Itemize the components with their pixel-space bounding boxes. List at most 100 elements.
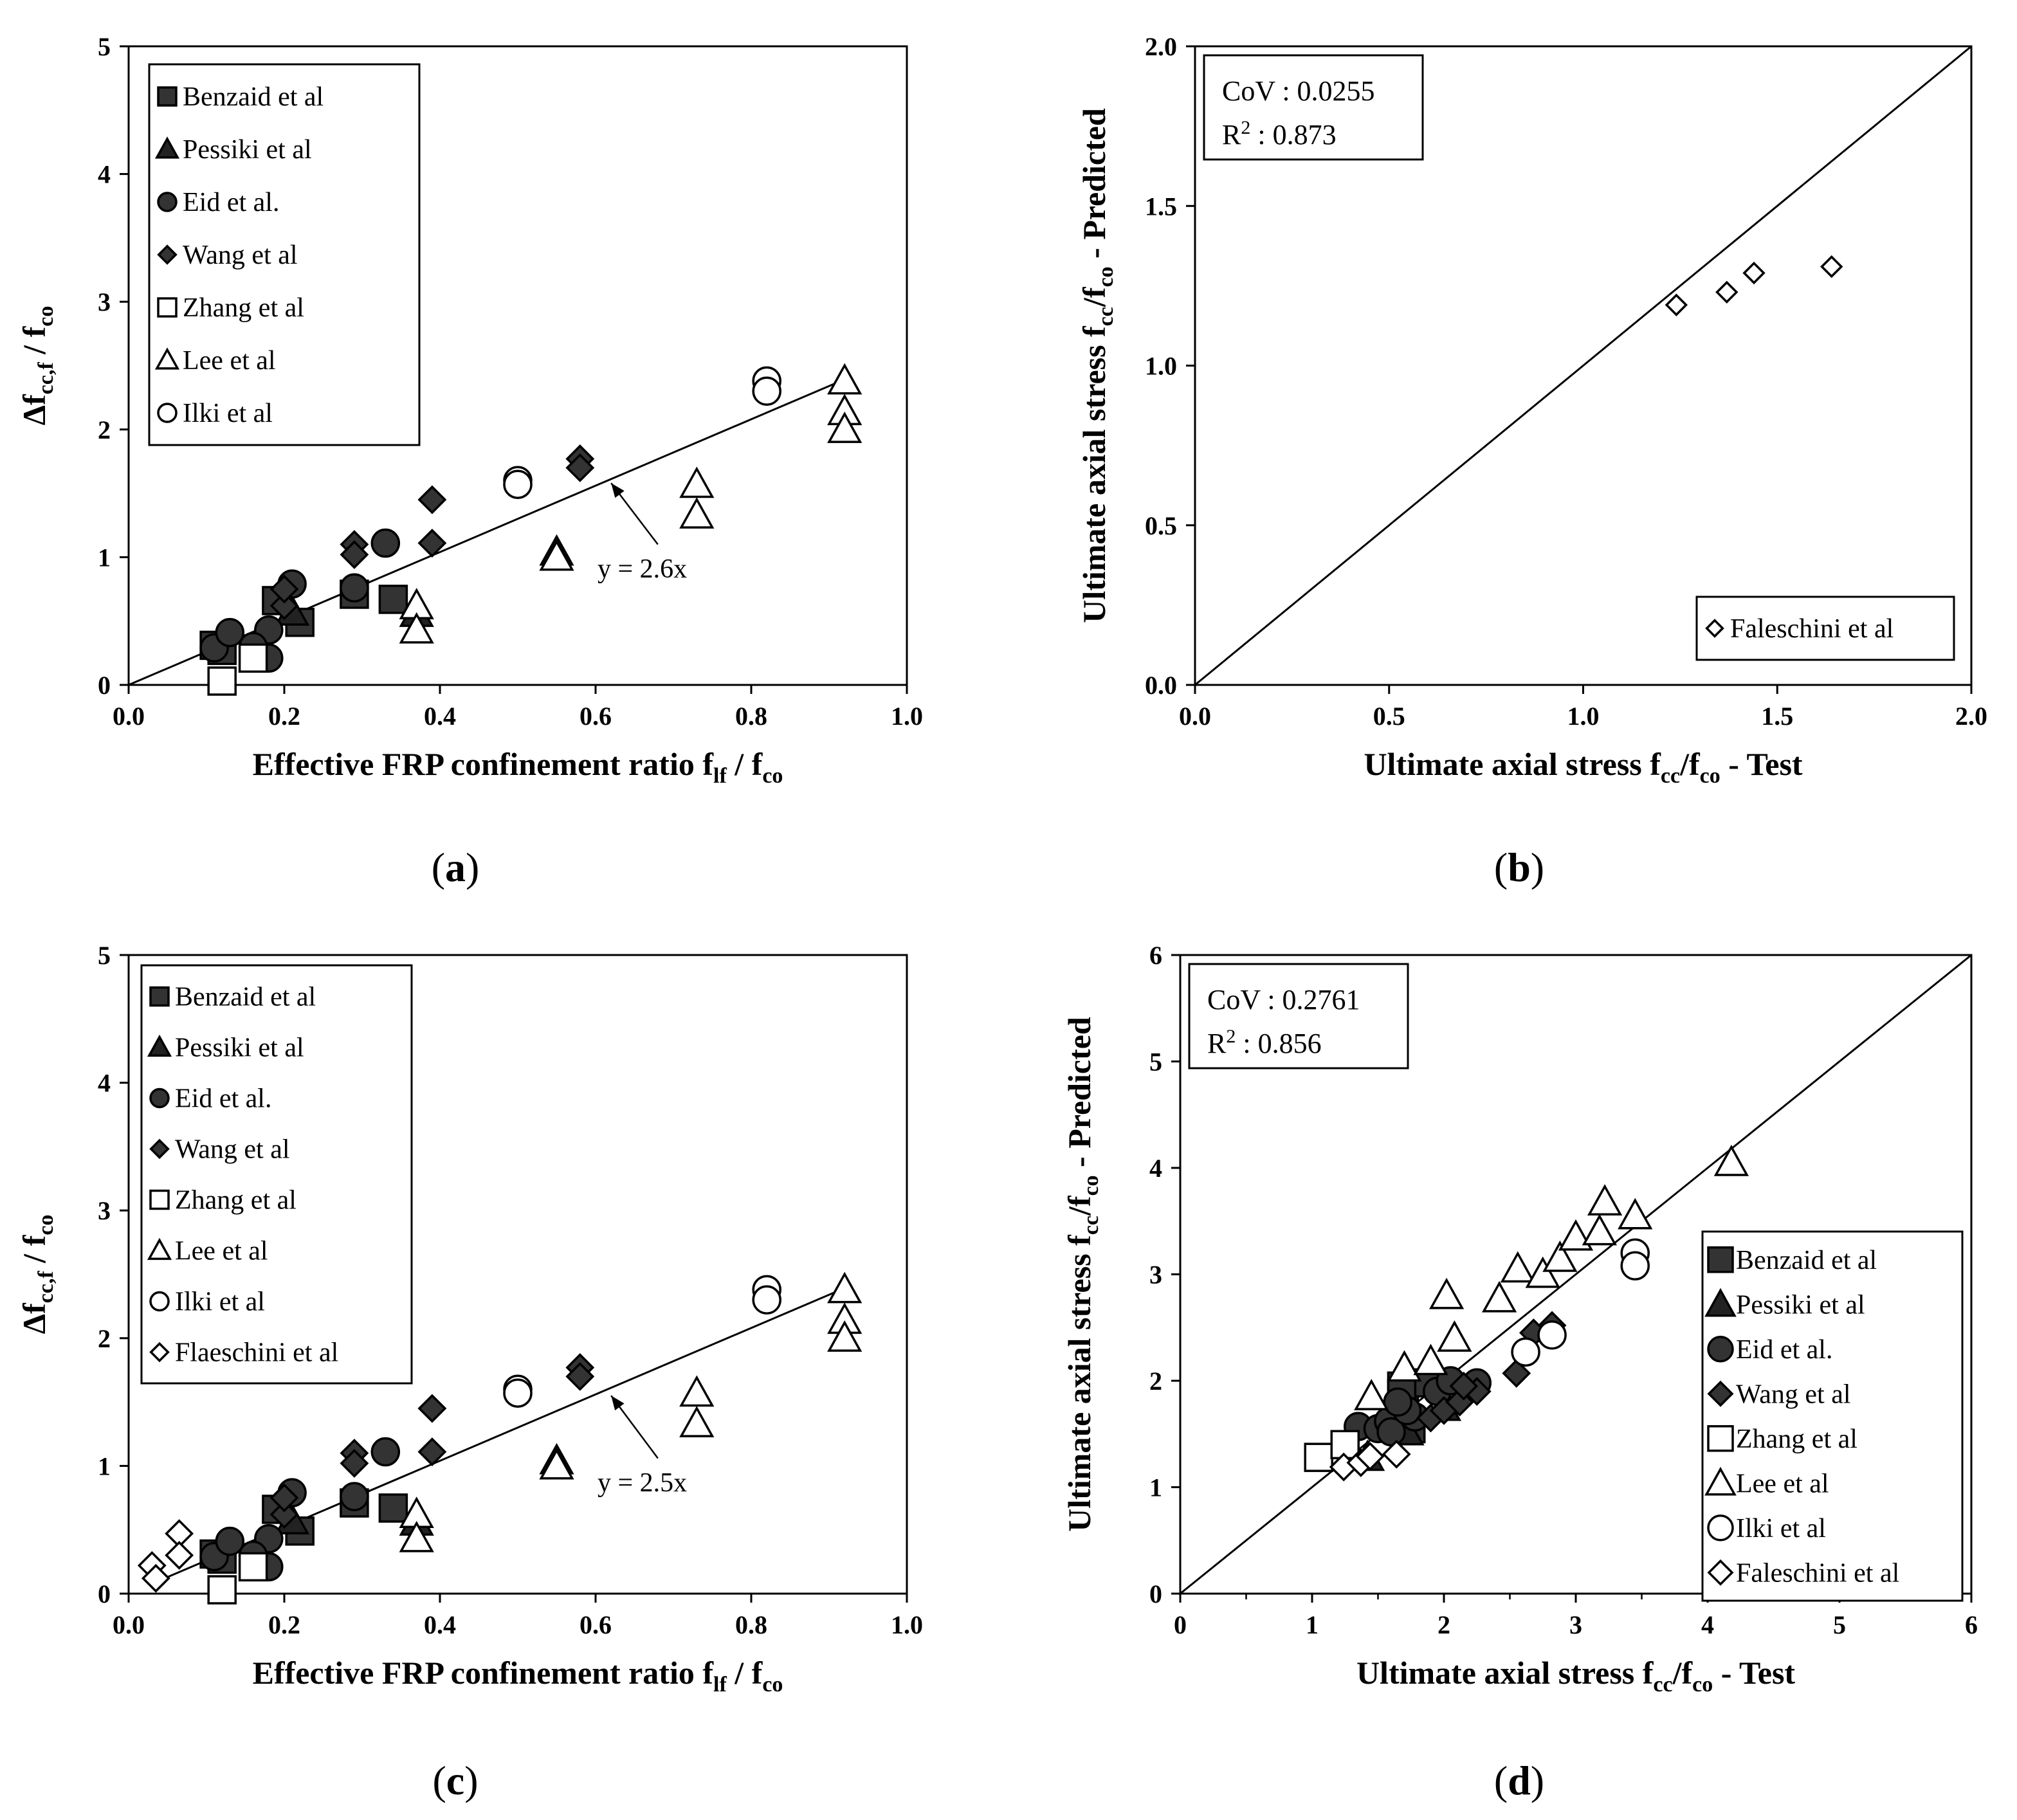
- data-point: [417, 529, 447, 558]
- x-axis-title-part: lf: [713, 764, 727, 788]
- stats-box: [1203, 54, 1424, 161]
- legend-label: Eid et al.: [175, 1084, 271, 1114]
- y-axis-title-part: Ultimate axial stress f: [1076, 325, 1112, 623]
- data-point: [207, 666, 237, 696]
- series-eid-et-al-: [199, 528, 401, 673]
- y-axis-title-part: /f: [1061, 1195, 1097, 1216]
- panel-label-paren: ): [1531, 1758, 1544, 1803]
- x-axis-title-part: / f: [727, 746, 763, 782]
- x-axis-title-part: co: [762, 764, 783, 788]
- fit-equation-label: y = 2.6x: [598, 554, 687, 584]
- legend-marker: [1707, 1515, 1734, 1542]
- y-axis-title-part: Δf: [16, 1302, 52, 1334]
- data-point: [1382, 1439, 1411, 1469]
- data-point: [1742, 261, 1766, 285]
- data-point: [165, 1540, 194, 1570]
- legend-label: Wang et al: [183, 241, 298, 270]
- legend-label: Lee et al: [1736, 1469, 1829, 1498]
- panel-label-a: (a): [432, 844, 480, 890]
- series-ilki-et-al: [503, 366, 781, 499]
- cov-text: CoV : 0.0255: [1222, 75, 1375, 107]
- y-axis-title-part: Δf: [16, 394, 52, 425]
- legend-marker: [157, 244, 178, 265]
- legend-label: Pessiki et al: [175, 1033, 304, 1063]
- x-axis-title-part: co: [1692, 1673, 1713, 1697]
- x-tick-label: 4: [1701, 1610, 1714, 1639]
- data-point: [378, 585, 408, 614]
- reference-line: [1180, 954, 1972, 1595]
- legend-marker: [149, 1087, 170, 1109]
- data-point: [1449, 1371, 1479, 1401]
- panel-label-letter: b: [1508, 844, 1531, 890]
- data-point: [1665, 293, 1688, 316]
- legend-label: Eid et al.: [1736, 1335, 1832, 1365]
- y-axis-title: Ultimate axial stress fcc/fco - Predicte…: [1076, 108, 1118, 623]
- legend-label: Zhang et al: [175, 1186, 297, 1215]
- data-point: [340, 1482, 369, 1511]
- legend-marker: [1704, 1466, 1737, 1496]
- x-axis-title-part: co: [762, 1673, 783, 1697]
- x-tick-label: 0.6: [580, 702, 612, 731]
- legend-marker: [157, 86, 178, 107]
- legend-marker: [1707, 1380, 1734, 1407]
- panel-label-d: (d): [1494, 1758, 1544, 1803]
- series-zhang-et-al: [207, 1552, 268, 1605]
- legend: Benzaid et al Pessiki et al Eid et al. Wang…: [148, 63, 421, 446]
- data-point: [370, 528, 401, 558]
- legend-label: Ilki et al: [1736, 1514, 1826, 1543]
- y-tick-label: 1: [1149, 1473, 1162, 1502]
- data-point: [1355, 1442, 1385, 1471]
- data-point: [1525, 1256, 1560, 1288]
- y-axis-title-part: /f: [1076, 286, 1112, 307]
- legend-label: Eid et al.: [183, 188, 279, 217]
- legend-box: [1695, 596, 1955, 661]
- legend: Faleschini et al: [1695, 596, 1955, 661]
- r2-superscript: 2: [1241, 117, 1250, 138]
- data-point: [1715, 280, 1739, 304]
- r2-text: R2 : 0.856: [1207, 1026, 1322, 1059]
- y-axis-title-part: / f: [16, 1234, 52, 1271]
- data-point: [238, 1552, 268, 1582]
- reference-line: [1194, 45, 1972, 686]
- series-flaeschini-et-al: [137, 1519, 194, 1593]
- x-axis-title-part: lf: [713, 1673, 727, 1697]
- legend-marker: [1707, 1246, 1734, 1273]
- y-tick-label: 2: [98, 415, 111, 444]
- legend-label: Benzaid et al: [183, 82, 324, 112]
- data-point: [1304, 1442, 1333, 1472]
- data-point: [1537, 1320, 1567, 1350]
- legend-marker: [1704, 1288, 1737, 1317]
- data-point: [539, 539, 574, 571]
- y-axis-title-part: co: [34, 1215, 58, 1235]
- x-axis-title-part: / f: [727, 1655, 763, 1691]
- y-tick-label: 5: [98, 32, 111, 61]
- legend-label: Benzaid et al: [175, 983, 316, 1012]
- cov-text: CoV : 0.2761: [1207, 984, 1360, 1015]
- data-point: [1437, 1320, 1472, 1352]
- series-wang-et-al: [269, 1353, 595, 1529]
- x-tick-label: 1.0: [891, 702, 923, 731]
- y-tick-label: 3: [98, 287, 111, 316]
- legend-marker: [149, 1138, 170, 1160]
- y-tick-label: 0.0: [1145, 671, 1177, 700]
- legend-marker: [1707, 1425, 1734, 1452]
- data-point: [679, 497, 715, 529]
- panel-label-paren: (: [1494, 844, 1508, 890]
- data-point: [269, 1483, 299, 1513]
- y-tick-label: 0: [98, 671, 111, 700]
- data-point: [503, 1378, 533, 1408]
- x-axis-title-part: cc: [1661, 764, 1680, 788]
- data-point: [1587, 1184, 1623, 1216]
- panel-label-letter: c: [446, 1758, 464, 1803]
- x-axis-title: Effective FRP confinement ratio flf / fc…: [253, 746, 783, 788]
- x-axis-title: Effective FRP confinement ratio flf / fc…: [253, 1655, 783, 1697]
- data-point: [207, 1575, 237, 1605]
- y-tick-label: 2: [1149, 1367, 1162, 1396]
- data-point: [340, 573, 369, 603]
- data-point: [269, 591, 299, 621]
- data-point: [1481, 1280, 1517, 1313]
- panel-label-letter: d: [1508, 1758, 1531, 1803]
- y-axis-title: Δfcc,f / fco: [16, 1215, 58, 1334]
- chart-a: 0.0 0.2 0.4 0.6 0.8 1.0 0 1 2 3 4 5 Effective FRP co…: [16, 32, 923, 788]
